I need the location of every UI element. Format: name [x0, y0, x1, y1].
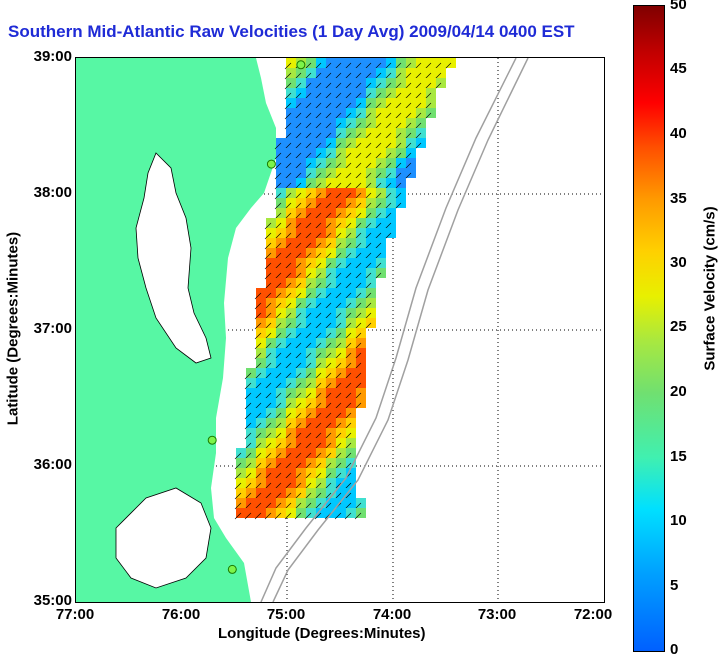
velocity-vector: [334, 512, 342, 520]
velocity-vector: [254, 512, 262, 520]
radar-station-marker: [266, 159, 276, 169]
chesapeake-bay: [135, 152, 212, 364]
y-tick-label: 39:00: [33, 48, 72, 65]
y-tick-label: 36:00: [33, 456, 72, 473]
velocity-vector: [244, 512, 252, 520]
pamlico-sound: [115, 487, 212, 589]
radar-station-marker: [207, 435, 217, 445]
colorbar-label: Surface Velocity (cm/s): [701, 206, 719, 371]
x-tick-label: 73:00: [477, 606, 517, 623]
colorbar-tick: 25: [670, 318, 687, 335]
x-axis-label: Longitude (Degrees:Minutes): [218, 625, 426, 642]
colorbar: [633, 5, 665, 652]
radar-station-marker: [296, 60, 306, 70]
colorbar-tick: 30: [670, 254, 687, 271]
velocity-vector: [314, 512, 322, 520]
colorbar-tick: 0: [670, 641, 679, 658]
colorbar-tick: 20: [670, 383, 687, 400]
colorbar-tick: 40: [670, 125, 687, 142]
y-tick-label: 37:00: [33, 320, 72, 337]
bathymetry-contours: [260, 58, 529, 602]
x-tick-label: 74:00: [372, 606, 412, 623]
y-tick-label: 38:00: [33, 184, 72, 201]
y-axis-label: Latitude (Degrees:Minutes): [4, 231, 22, 426]
velocity-vector: [284, 512, 292, 520]
colorbar-tick: 10: [670, 512, 687, 529]
map-panel: [75, 57, 605, 603]
velocity-vector: [344, 512, 352, 520]
colorbar-tick: 50: [670, 0, 687, 13]
colorbar-tick: 35: [670, 190, 687, 207]
radar-station-marker: [227, 564, 237, 574]
radar-stations: [207, 60, 306, 574]
map-canvas: [76, 58, 604, 602]
colorbar-tick: 5: [670, 577, 679, 594]
velocity-field: [234, 58, 456, 520]
map-title: Southern Mid-Atlantic Raw Velocities (1 …: [8, 22, 575, 41]
colorbar-tick: 15: [670, 448, 687, 465]
x-tick-label: 75:00: [266, 606, 306, 623]
velocity-vector: [264, 512, 272, 520]
x-tick-label: 77:00: [55, 606, 95, 623]
velocity-vector: [354, 512, 362, 520]
x-tick-label: 72:00: [573, 606, 613, 623]
x-tick-label: 76:00: [161, 606, 201, 623]
y-tick-label: 35:00: [33, 592, 72, 609]
velocity-vector: [274, 512, 282, 520]
velocity-vector: [304, 512, 312, 520]
colorbar-tick: 45: [670, 60, 687, 77]
velocity-vector: [294, 512, 302, 520]
velocity-vector: [234, 512, 242, 520]
